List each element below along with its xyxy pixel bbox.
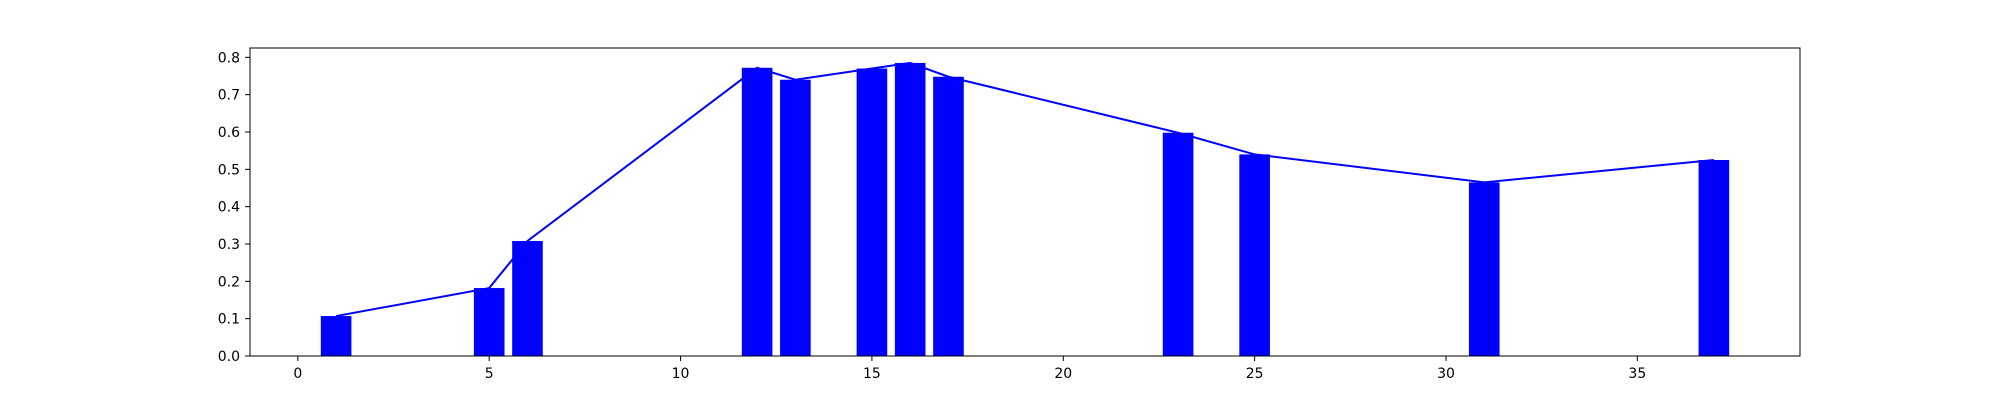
x-tick-label-5: 5 <box>485 366 494 382</box>
axes-frame <box>249 47 1801 357</box>
bar-6 <box>512 241 543 356</box>
y-tick-label-5: 0.5 <box>218 162 240 178</box>
y-tick-label-1: 0.1 <box>218 312 240 328</box>
bar-23 <box>1162 132 1194 356</box>
y-tick-label-4: 0.4 <box>218 200 240 216</box>
bar-15 <box>856 68 888 357</box>
y-tick-label-3: 0.3 <box>218 237 240 253</box>
bar-5 <box>473 288 505 356</box>
bar-31 <box>1468 182 1500 356</box>
line-layer <box>335 61 1714 318</box>
x-tick-label-35: 35 <box>1628 366 1646 382</box>
y-tick-label-7: 0.7 <box>218 88 240 104</box>
bar-13 <box>780 79 811 356</box>
bar-25 <box>1239 154 1270 356</box>
y-tick-label-0: 0.0 <box>218 349 240 365</box>
bar-1 <box>320 316 352 356</box>
axes-layer: 0 5 10 15 20 25 30 35 0.0 0.1 0.2 0.3 0.4 0.5 0.6 0.7 0.… <box>218 47 1801 382</box>
x-tick-label-25: 25 <box>1246 366 1264 382</box>
x-tick-label-30: 30 <box>1437 366 1455 382</box>
x-tick-label-10: 10 <box>672 366 690 382</box>
y-tick-label-6: 0.6 <box>218 125 240 141</box>
bar-16 <box>894 62 926 356</box>
x-tick-label-20: 20 <box>1054 366 1072 382</box>
series-line <box>335 61 1714 318</box>
bar-12 <box>741 67 773 356</box>
bars-layer <box>320 62 1730 357</box>
x-tick-label-15: 15 <box>863 366 881 382</box>
y-tick-label-8: 0.8 <box>218 50 240 66</box>
bar-37 <box>1698 160 1730 356</box>
x-tick-label-0: 0 <box>293 366 302 382</box>
y-tick-label-2: 0.2 <box>218 274 240 290</box>
bar-17 <box>933 76 964 356</box>
